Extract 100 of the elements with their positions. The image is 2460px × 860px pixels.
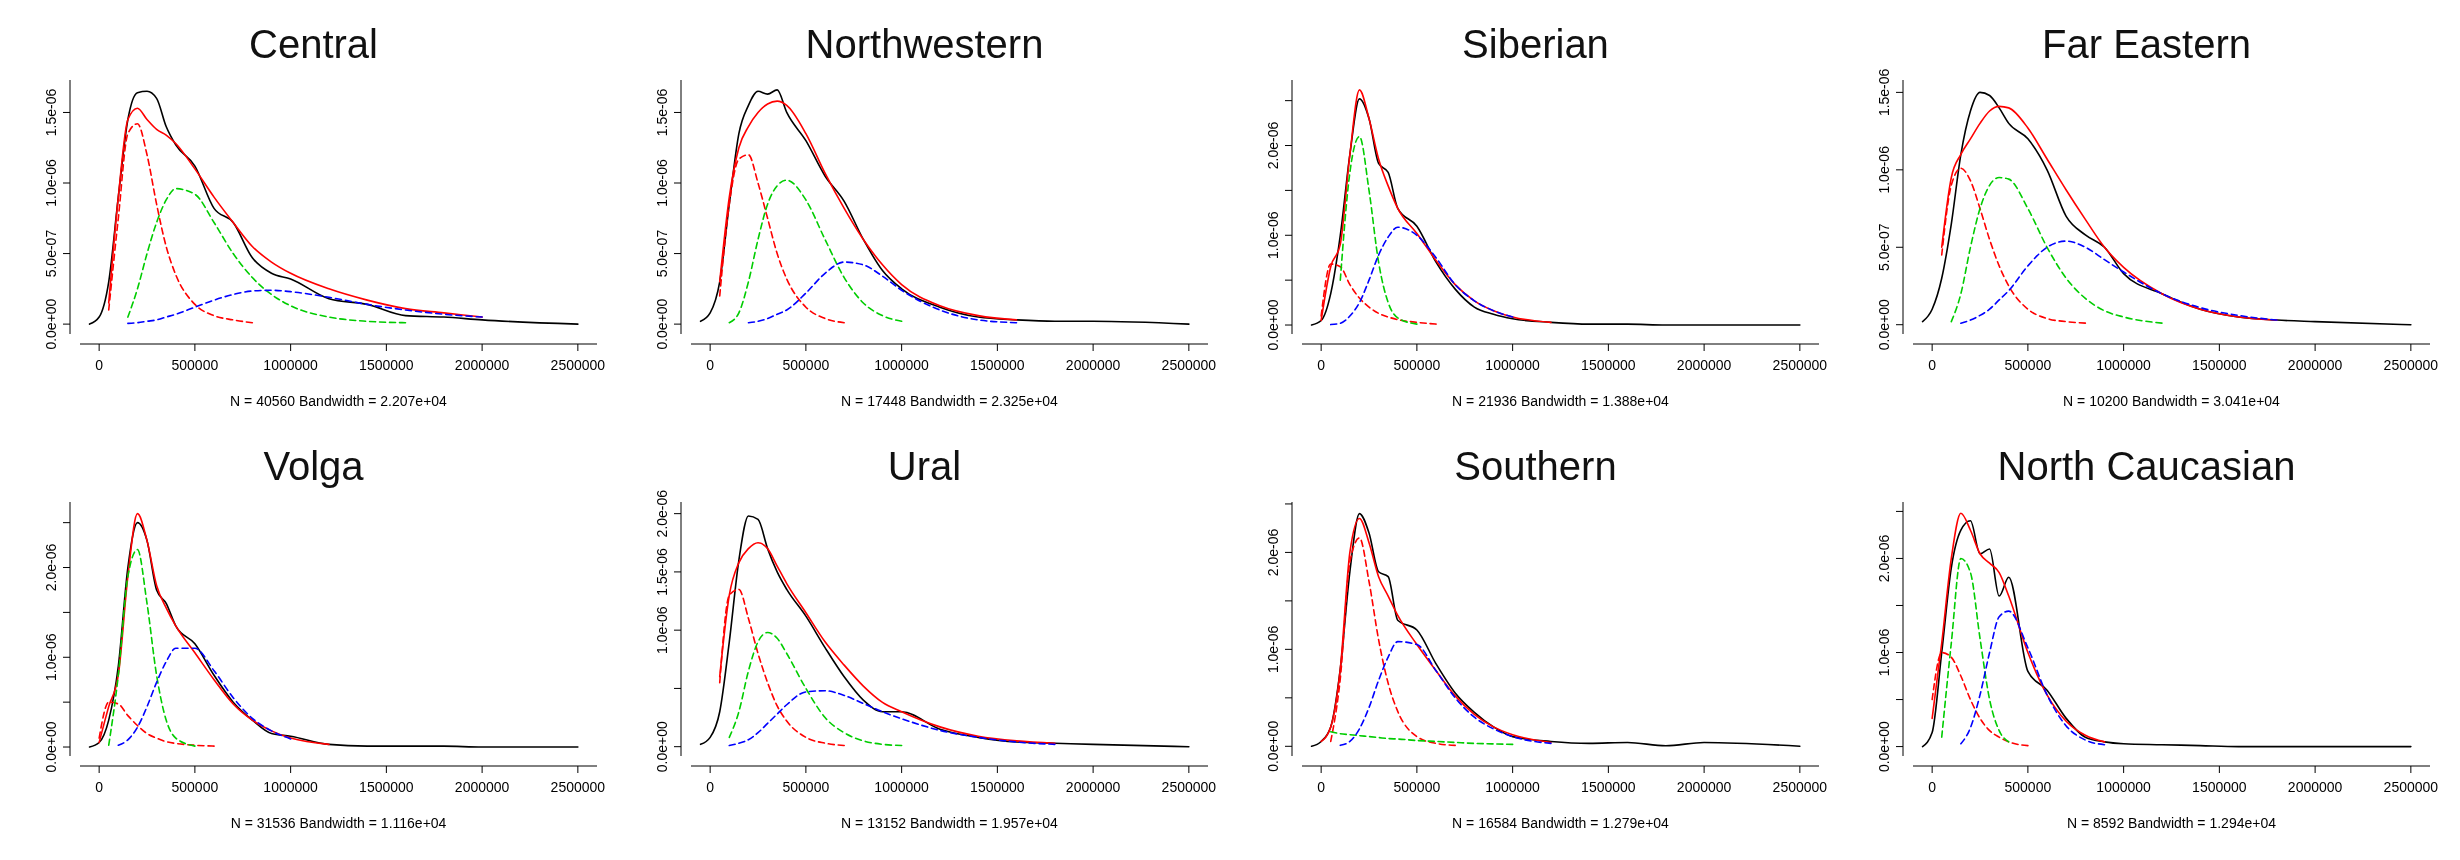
- line-series: [88, 90, 579, 325]
- y-tick-label: 0.0e+00: [43, 298, 59, 350]
- line-series: [1339, 640, 1552, 747]
- x-tick-label: 0: [1928, 779, 1937, 795]
- chart-title: Siberian: [1462, 22, 1609, 66]
- x-tick-label: 1000000: [1485, 357, 1541, 373]
- line-series: [1329, 226, 1514, 326]
- x-tick-label: 1500000: [1581, 357, 1636, 373]
- line-series: [1310, 512, 1801, 748]
- y-tick-label: 2.0e-06: [1265, 528, 1281, 577]
- y-tick-label: 0.0e+00: [1265, 720, 1281, 772]
- x-axis-title: N = 21936 Bandwidth = 1.388e+04: [1452, 393, 1670, 409]
- x-axis-title: N = 17448 Bandwidth = 2.325e+04: [841, 393, 1059, 409]
- y-tick-label: 0.0e+00: [1265, 299, 1281, 351]
- line-series: [1921, 520, 2412, 748]
- x-tick-label: 2500000: [1772, 779, 1828, 795]
- line-series: [718, 541, 1056, 744]
- x-tick-label: 2500000: [550, 357, 606, 373]
- y-tick-label: 1.5e-06: [654, 547, 670, 596]
- x-tick-label: 1000000: [2096, 779, 2152, 795]
- y-tick-label: 1.5e-06: [1876, 68, 1892, 117]
- line-series: [107, 548, 196, 747]
- x-tick-label: 0: [95, 357, 104, 373]
- x-tick-label: 2000000: [1676, 357, 1732, 373]
- x-tick-label: 1000000: [263, 779, 319, 795]
- x-tick-label: 500000: [782, 779, 830, 795]
- x-tick-label: 0: [1317, 357, 1326, 373]
- y-tick-label: 1.0e-06: [1265, 211, 1281, 260]
- x-tick-label: 500000: [1393, 357, 1441, 373]
- x-tick-label: 2000000: [1065, 357, 1121, 373]
- line-series: [718, 100, 1018, 321]
- x-tick-label: 2500000: [1161, 779, 1217, 795]
- line-series: [1950, 176, 2163, 324]
- x-tick-label: 1500000: [359, 779, 414, 795]
- y-tick-label: 1.5e-06: [654, 88, 670, 137]
- x-tick-label: 0: [95, 779, 104, 795]
- line-series: [127, 187, 407, 324]
- x-tick-label: 1000000: [874, 779, 930, 795]
- x-tick-label: 2000000: [2287, 779, 2343, 795]
- x-tick-label: 0: [1928, 357, 1937, 373]
- line-series: [1931, 512, 2106, 743]
- chart-title: Southern: [1454, 444, 1617, 488]
- x-tick-label: 0: [706, 357, 715, 373]
- y-tick-label: 1.0e-06: [654, 159, 670, 207]
- y-tick-label: 5.0e-07: [654, 229, 670, 278]
- y-tick-label: 1.0e-06: [43, 633, 59, 682]
- y-tick-label: 1.0e-06: [1876, 628, 1892, 677]
- x-tick-label: 2000000: [454, 779, 510, 795]
- y-tick-label: 1.0e-06: [1265, 625, 1281, 674]
- x-axis-title: N = 31536 Bandwidth = 1.116e+04: [230, 815, 447, 831]
- x-tick-label: 2000000: [1065, 779, 1121, 795]
- chart-title: Far Eastern: [2042, 22, 2251, 66]
- x-tick-label: 2500000: [550, 779, 606, 795]
- chart-title: Northwestern: [805, 22, 1044, 66]
- y-tick-label: 5.0e-07: [43, 229, 59, 278]
- x-tick-label: 2500000: [1161, 357, 1217, 373]
- line-series: [728, 631, 903, 747]
- x-tick-label: 2000000: [454, 357, 510, 373]
- line-series: [1320, 89, 1552, 324]
- x-tick-label: 2500000: [1772, 357, 1828, 373]
- line-series: [728, 179, 903, 324]
- x-tick-label: 500000: [782, 357, 830, 373]
- chart-title: Central: [249, 22, 378, 66]
- x-tick-label: 1500000: [359, 357, 414, 373]
- line-series: [98, 512, 330, 746]
- line-series: [1310, 98, 1801, 326]
- line-series: [747, 261, 1018, 324]
- line-series: [728, 689, 1056, 747]
- line-series: [699, 515, 1190, 748]
- chart-title: Ural: [887, 444, 962, 488]
- y-tick-label: 2.0e-06: [43, 543, 59, 592]
- x-axis-title: N = 10200 Bandwidth = 3.041e+04: [2063, 393, 2281, 409]
- y-tick-label: 2.0e-06: [654, 489, 670, 538]
- y-tick-label: 0.0e+00: [654, 720, 670, 773]
- x-tick-label: 1000000: [263, 357, 319, 373]
- x-tick-label: 1500000: [2192, 357, 2247, 373]
- x-tick-label: 0: [1317, 779, 1326, 795]
- line-series: [699, 89, 1190, 325]
- y-tick-label: 1.5e-06: [43, 88, 59, 137]
- x-tick-label: 2500000: [2383, 357, 2439, 373]
- y-tick-label: 0.0e+00: [1876, 299, 1892, 351]
- x-tick-label: 1500000: [970, 357, 1025, 373]
- y-tick-label: 0.0e+00: [1876, 720, 1892, 773]
- y-tick-label: 0.0e+00: [654, 298, 670, 350]
- line-series: [1329, 730, 1514, 746]
- y-tick-label: 1.0e-06: [43, 159, 59, 207]
- x-tick-label: 1500000: [970, 779, 1025, 795]
- x-tick-label: 500000: [171, 357, 219, 373]
- y-tick-label: 0.0e+00: [43, 721, 59, 773]
- line-series: [1960, 610, 2106, 746]
- chart-title: Volga: [263, 444, 365, 488]
- line-series: [1940, 557, 2010, 743]
- x-tick-label: 1000000: [1485, 779, 1541, 795]
- x-axis-title: N = 13152 Bandwidth = 1.957e+04: [841, 815, 1059, 831]
- x-tick-label: 1000000: [2096, 357, 2152, 373]
- x-tick-label: 500000: [2004, 357, 2052, 373]
- x-tick-label: 2000000: [2287, 357, 2343, 373]
- x-axis-title: N = 40560 Bandwidth = 2.207e+04: [230, 393, 448, 409]
- x-tick-label: 500000: [171, 779, 219, 795]
- line-series: [1339, 135, 1418, 325]
